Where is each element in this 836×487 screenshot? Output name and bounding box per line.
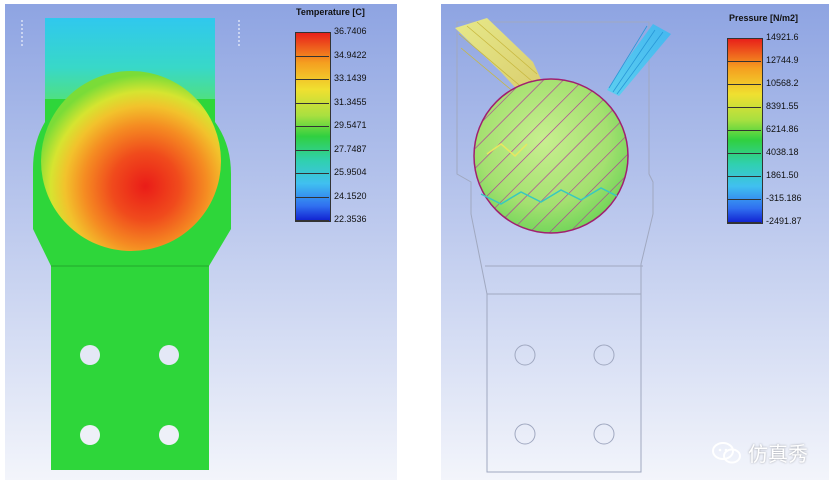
legend-tick-line	[727, 107, 761, 108]
legend-tick-label: 12744.9	[766, 55, 799, 65]
streamlines-right	[608, 25, 664, 95]
legend-tick-label: 34.9422	[334, 50, 367, 60]
legend-tick-label: 22.3536	[334, 214, 367, 224]
legend-tick-line	[727, 130, 761, 131]
legend-tick-label: 29.5471	[334, 120, 367, 130]
legend-tick-label: 14921.6	[766, 32, 799, 42]
legend-tick-label: 31.3455	[334, 97, 367, 107]
legend-tick-line	[295, 173, 329, 174]
temperature-plot	[5, 4, 397, 480]
legend-tick-line	[295, 126, 329, 127]
legend-tick-label: 27.7487	[334, 144, 367, 154]
bolt-hole	[80, 345, 100, 365]
bolt-hole	[159, 345, 179, 365]
bolt-hole	[80, 425, 100, 445]
legend-tick-line	[727, 84, 761, 85]
inlet-stream-right	[607, 24, 671, 96]
legend-tick-line	[727, 199, 761, 200]
temperature-colorbar	[295, 32, 331, 222]
legend-tick-label: 36.7406	[334, 26, 367, 36]
legend-tick-line	[295, 56, 329, 57]
contour-line	[486, 143, 528, 158]
legend-tick-line	[295, 32, 329, 33]
pressure-legend-title: Pressure [N/m2]	[729, 13, 799, 23]
watermark-text: 仿真秀	[748, 444, 808, 466]
pressure-plot	[441, 4, 829, 480]
bolt-hole	[159, 425, 179, 445]
wechat-icon	[712, 441, 741, 463]
legend-tick-label: 8391.55	[766, 101, 799, 111]
hatch-pattern	[474, 79, 628, 233]
bolt-hole	[514, 344, 536, 366]
legend-tick-line	[295, 103, 329, 104]
watermark: 仿真秀	[712, 438, 808, 467]
bolt-hole	[593, 344, 615, 366]
temperature-legend-title: Temperature [C]	[296, 7, 365, 17]
legend-tick-label: 6214.86	[766, 124, 799, 134]
legend-tick-line	[295, 79, 329, 80]
legend-tick-label: -2491.87	[766, 216, 802, 226]
legend-tick-label: 4038.18	[766, 147, 799, 157]
legend-tick-line	[727, 61, 761, 62]
legend-tick-line	[295, 150, 329, 151]
legend-tick-label: 33.1439	[334, 73, 367, 83]
pressure-colorbar	[727, 38, 763, 224]
contour-line	[480, 187, 618, 205]
bolt-hole	[593, 423, 615, 445]
inlet-stream-left	[455, 18, 543, 96]
geometry-outline	[456, 21, 654, 473]
heat-source-disc	[41, 71, 221, 251]
temperature-contour-view: Temperature [C] 36.7406 34.9422 33.1439 31.…	[5, 4, 397, 480]
legend-tick-line	[727, 38, 761, 39]
legend-tick-line	[727, 176, 761, 177]
legend-tick-line	[727, 222, 761, 223]
pressure-contour-view: Pressure [N/m2] 14921.6 12744.9 10568.2 839…	[441, 4, 829, 480]
legend-tick-line	[727, 153, 761, 154]
legend-tick-label: 1861.50	[766, 170, 799, 180]
legend-tick-label: -315.186	[766, 193, 802, 203]
legend-tick-label: 24.1520	[334, 191, 367, 201]
bolt-hole	[514, 423, 536, 445]
legend-tick-line	[295, 197, 329, 198]
legend-tick-label: 25.9504	[334, 167, 367, 177]
streamlines-left	[458, 21, 538, 99]
background	[441, 4, 829, 480]
disc-outline	[473, 78, 629, 234]
legend-tick-label: 10568.2	[766, 78, 799, 88]
legend-tick-line	[295, 220, 329, 221]
